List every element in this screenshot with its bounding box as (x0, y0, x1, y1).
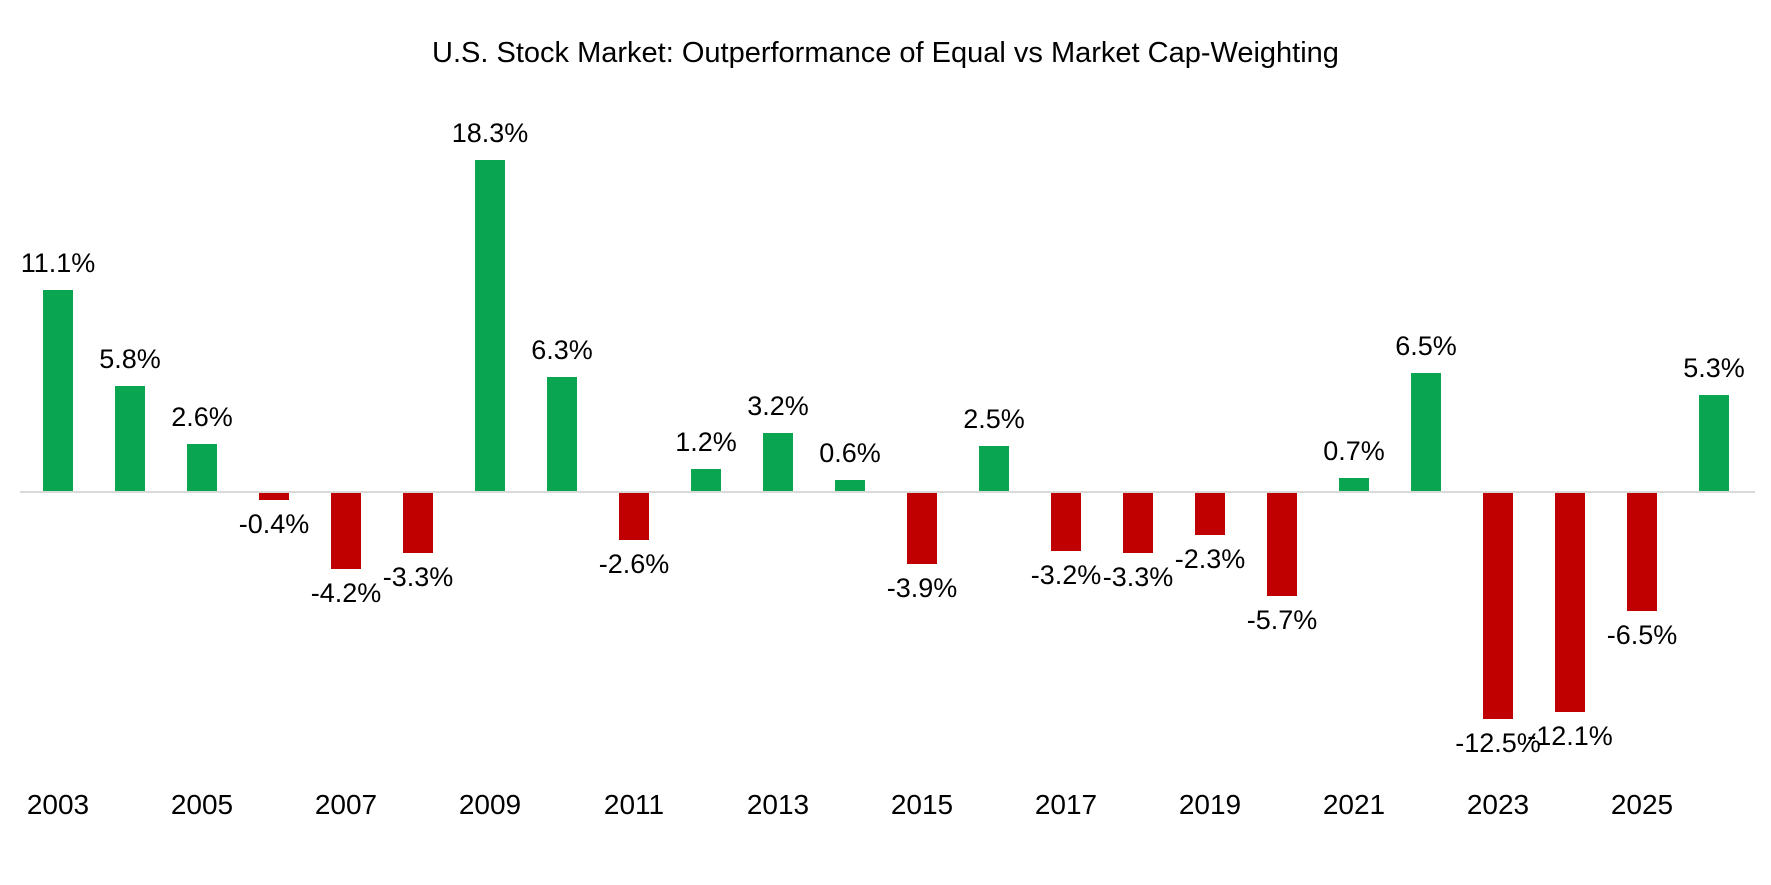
bar-2024 (1555, 493, 1585, 712)
x-tick-label-2013: 2013 (746, 789, 810, 820)
bar-value-label-2008: -3.3% (382, 562, 454, 592)
bar-value-label-2013: 3.2% (747, 391, 809, 421)
bar-value-label-2009: 18.3% (451, 118, 529, 148)
x-axis-line (20, 491, 1755, 493)
bar-value-label-2006: -0.4% (238, 509, 310, 539)
bar-value-label-2018: -3.3% (1102, 562, 1174, 592)
bar-value-label-2015: -3.9% (886, 573, 958, 603)
bar-value-label-2026: 5.3% (1683, 353, 1745, 383)
bar-2014 (835, 480, 865, 491)
bar-2019 (1195, 493, 1225, 535)
bar-value-label-2004: 5.8% (99, 344, 161, 374)
bar-value-label-2007: -4.2% (310, 578, 382, 608)
bar-value-label-2021: 0.7% (1323, 436, 1385, 466)
bar-2018 (1123, 493, 1153, 553)
bar-value-label-2024: -12.1% (1527, 721, 1613, 751)
bar-2025 (1627, 493, 1657, 611)
x-tick-label-2003: 2003 (26, 789, 90, 820)
bar-value-label-2016: 2.5% (963, 404, 1025, 434)
bar-2003 (43, 290, 73, 491)
bar-value-label-2023: -12.5% (1455, 728, 1541, 758)
bar-2022 (1411, 373, 1441, 491)
x-tick-label-2007: 2007 (314, 789, 378, 820)
bar-2004 (115, 386, 145, 491)
x-tick-label-2019: 2019 (1178, 789, 1242, 820)
bar-2007 (331, 493, 361, 569)
x-tick-label-2009: 2009 (458, 789, 522, 820)
bar-2021 (1339, 478, 1369, 491)
chart-title: U.S. Stock Market: Outperformance of Equ… (432, 37, 1339, 69)
bar-value-label-2005: 2.6% (171, 402, 233, 432)
bar-2016 (979, 446, 1009, 491)
bar-2008 (403, 493, 433, 553)
bar-2017 (1051, 493, 1081, 551)
x-tick-label-2005: 2005 (170, 789, 234, 820)
bar-value-label-2014: 0.6% (819, 438, 881, 468)
bar-2005 (187, 444, 217, 491)
bar-2009 (475, 160, 505, 491)
x-tick-label-2021: 2021 (1322, 789, 1386, 820)
bar-value-label-2003: 11.1% (20, 248, 96, 278)
bar-2023 (1483, 493, 1513, 719)
bar-2013 (763, 433, 793, 491)
bar-2011 (619, 493, 649, 540)
bar-value-label-2012: 1.2% (675, 427, 737, 457)
bar-2006 (259, 493, 289, 500)
bar-2026 (1699, 395, 1729, 491)
x-tick-label-2015: 2015 (890, 789, 954, 820)
x-tick-label-2011: 2011 (603, 789, 665, 820)
bar-2015 (907, 493, 937, 564)
bar-value-label-2011: -2.6% (598, 549, 670, 579)
bar-value-label-2010: 6.3% (531, 335, 593, 365)
x-tick-label-2025: 2025 (1610, 789, 1674, 820)
bar-value-label-2017: -3.2% (1030, 560, 1102, 590)
bar-2020 (1267, 493, 1297, 596)
bar-value-label-2025: -6.5% (1606, 620, 1678, 650)
bar-value-label-2020: -5.7% (1246, 605, 1318, 635)
x-tick-label-2023: 2023 (1466, 789, 1530, 820)
bar-2010 (547, 377, 577, 491)
bar-value-label-2019: -2.3% (1174, 544, 1246, 574)
x-tick-label-2017: 2017 (1034, 789, 1098, 820)
bar-value-label-2022: 6.5% (1395, 331, 1457, 361)
bar-2012 (691, 469, 721, 491)
